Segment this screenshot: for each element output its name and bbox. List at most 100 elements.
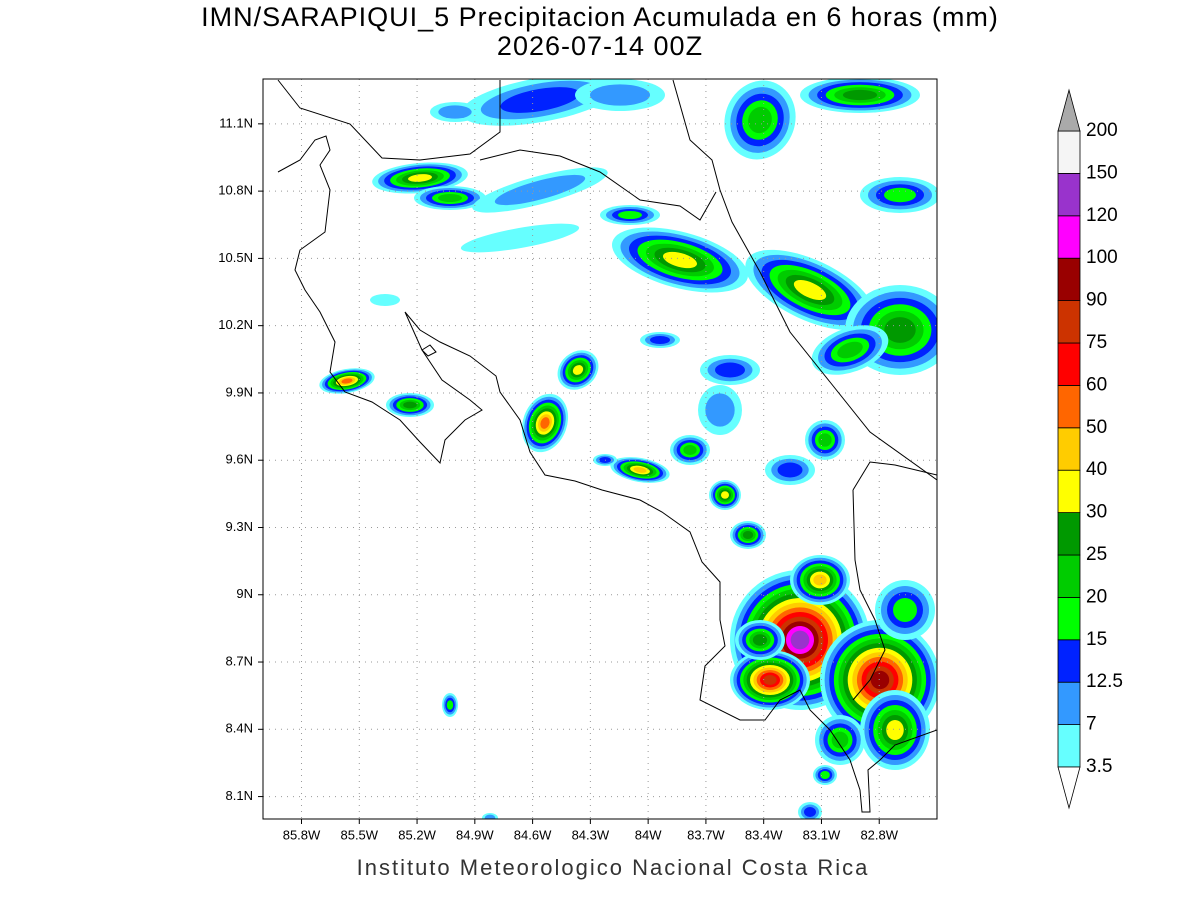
colorbar-label: 20: [1086, 586, 1107, 607]
precip-contour: [721, 491, 729, 499]
colorbar-label: 25: [1086, 544, 1107, 565]
precip-contour: [777, 462, 803, 478]
border: [852, 489, 886, 701]
colorbar-label: 7: [1086, 714, 1097, 735]
colorbar-label: 90: [1086, 290, 1107, 311]
precip-contour: [438, 194, 462, 202]
lon-tick-label: 83.4W: [745, 827, 783, 842]
colorbar-label: 50: [1086, 417, 1107, 438]
precip-contour: [820, 771, 830, 779]
colorbar-segment: [1057, 639, 1081, 683]
subtitle: 2026-07-14 00Z: [497, 31, 703, 61]
colorbar-segment: [1057, 257, 1081, 302]
precip-contour: [793, 279, 827, 301]
coastline: [479, 149, 717, 221]
lon-tick-label: 84W: [635, 827, 662, 842]
lon-tick-label: 84.3W: [572, 827, 610, 842]
precip-contour: [370, 294, 400, 306]
coastline: [421, 344, 437, 357]
colorbar-label: 75: [1086, 332, 1107, 353]
colorbar-segment: [1057, 172, 1081, 217]
precip-contour: [633, 467, 647, 473]
precip-contour: [460, 223, 580, 253]
precip-contour: [842, 89, 878, 101]
precip-contour: [408, 174, 432, 182]
precip-contour: [705, 393, 735, 427]
colorbar-label: 200: [1086, 120, 1118, 141]
lon-tick-label: 83.1W: [803, 827, 841, 842]
lon-tick-label: 83.7W: [687, 827, 725, 842]
lat-tick-label: 11.1N: [219, 115, 253, 130]
colorbar-segment: [1057, 681, 1081, 726]
lat-tick-label: 8.1N: [226, 788, 253, 803]
map-frame: [262, 78, 938, 820]
lat-tick-label: 9.9N: [226, 384, 253, 399]
colorbar-label: 60: [1086, 374, 1107, 395]
colorbar-segment: [1057, 130, 1081, 174]
footer: Instituto Meteorologico Nacional Costa R…: [357, 855, 870, 880]
precipitation-field: [319, 79, 937, 819]
lat-tick-label: 9.6N: [226, 452, 253, 467]
precip-contour: [683, 445, 697, 455]
precip-contour: [790, 630, 810, 650]
lat-tick-label: 10.2N: [218, 317, 253, 332]
precip-contour: [813, 574, 827, 586]
lat-tick-label: 10.5N: [218, 250, 253, 265]
precip-contour: [572, 365, 584, 375]
colorbar-segment: [1057, 215, 1081, 259]
lon-tick-label: 84.6W: [514, 827, 552, 842]
lat-tick-label: 8.7N: [226, 653, 253, 668]
colorbar-label: 12.5: [1086, 671, 1123, 692]
precip-contour: [715, 362, 745, 378]
coastline: [277, 135, 937, 813]
coastline: [852, 461, 937, 491]
coastlines: [277, 79, 937, 813]
colorbar-segment: [1057, 427, 1081, 471]
precip-contour: [650, 336, 670, 344]
colorbar-label: 120: [1086, 205, 1118, 226]
colorbar-segment: [1057, 384, 1081, 429]
colorbar-label: 100: [1086, 247, 1118, 268]
precip-contour: [662, 251, 698, 269]
grid: 85.8W 85.5W 85.2W 84.9W 84.6W 84.3W 84W 83.7W 83…: [218, 79, 937, 842]
precip-contour: [893, 598, 917, 622]
precip-contour: [438, 105, 472, 119]
colorbar-segment: [1057, 300, 1081, 344]
precip-contour: [403, 401, 417, 409]
lon-tick-label: 85.5W: [340, 827, 378, 842]
colorbar-segment: [1057, 342, 1081, 386]
precip-contour: [341, 378, 353, 384]
precip-contour: [763, 675, 777, 685]
precip-contour: [742, 531, 754, 539]
colorbar-segment: [1057, 597, 1081, 641]
colorbar-over: [1057, 88, 1081, 132]
colorbar-label: 40: [1086, 459, 1107, 480]
precip-contour: [484, 814, 496, 819]
precip-contour: [494, 174, 586, 206]
precip-contour: [886, 720, 904, 740]
precip-contour: [446, 700, 454, 710]
lat-tick-label: 9N: [236, 586, 253, 601]
precip-contour: [804, 807, 816, 817]
lon-tick-label: 85.2W: [398, 827, 436, 842]
precip-contour: [884, 187, 916, 203]
colorbar-segment: [1057, 554, 1081, 598]
coastline: [277, 79, 501, 161]
colorbar: 3.5 7 12.5 15 20 25 30 40 50 60 75 90 100 120 150 200: [1057, 88, 1123, 810]
precip-contour: [870, 670, 890, 690]
lon-tick-label: 85.8W: [283, 827, 321, 842]
colorbar-segment: [1057, 512, 1081, 556]
colorbar-label: 150: [1086, 162, 1118, 183]
precip-contour: [884, 317, 916, 343]
lon-tick-label: 82.8W: [860, 827, 898, 842]
colorbar-segment: [1057, 724, 1081, 768]
colorbar-under: [1057, 766, 1081, 810]
precip-contour: [540, 417, 550, 429]
lat-tick-label: 9.3N: [226, 519, 253, 534]
precip-contour: [831, 731, 849, 749]
precip-contour: [837, 341, 863, 359]
colorbar-label: 15: [1086, 629, 1107, 650]
lat-tick-label: 8.4N: [226, 721, 253, 736]
colorbar-segment: [1057, 469, 1081, 514]
